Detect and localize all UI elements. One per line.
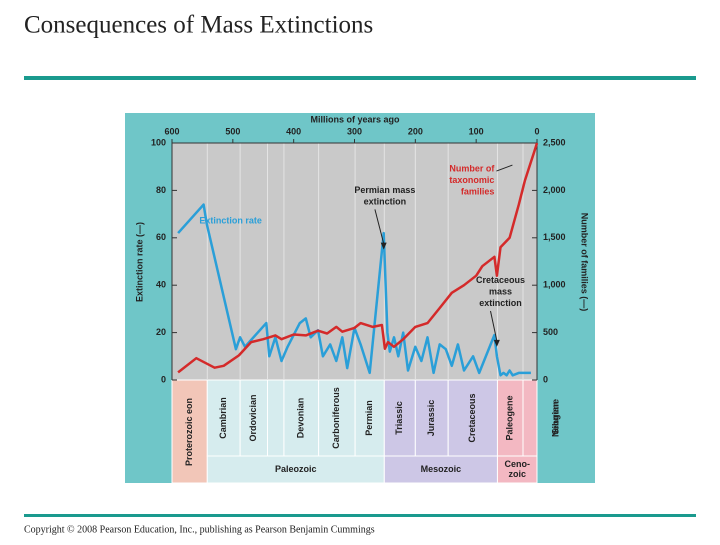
- annotation: Cretaceous: [476, 275, 525, 285]
- period-column: [283, 379, 320, 457]
- x-tick-label: 600: [164, 126, 179, 136]
- x-tick-label: 0: [534, 126, 539, 136]
- annotation: taxonomic: [449, 175, 494, 185]
- period-label: Jurassic: [426, 400, 436, 437]
- y-tick-label: 0: [161, 374, 166, 384]
- top-rule: [24, 76, 696, 80]
- era-label: Mesozoic: [421, 464, 462, 474]
- period-column: [354, 379, 385, 457]
- era-band: [206, 455, 385, 484]
- y2-tick-label: 1,500: [543, 232, 566, 242]
- series-line: [177, 142, 539, 374]
- era-band: [383, 455, 498, 484]
- era-label: Ceno-: [504, 459, 530, 469]
- x-axis-title: Millions of years ago: [310, 114, 400, 124]
- y-axis-title: Extinction rate (—): [134, 222, 144, 302]
- y-tick-label: 60: [156, 232, 166, 242]
- annotation-arrowhead: [380, 242, 387, 250]
- y2-tick-label: 0: [543, 374, 548, 384]
- x-tick-label: 500: [225, 126, 240, 136]
- x-tick-label: 200: [408, 126, 423, 136]
- copyright: Copyright © 2008 Pearson Education, Inc.…: [24, 524, 375, 535]
- annotation-pointer: [496, 164, 513, 172]
- period-label: Ordovician: [248, 394, 258, 441]
- era-label: Paleozoic: [275, 464, 317, 474]
- period-column: [383, 379, 416, 457]
- period-label: Devonian: [296, 398, 306, 439]
- annotation: mass: [489, 286, 512, 296]
- y-tick-label: 80: [156, 185, 166, 195]
- period-label: Paleogene: [505, 395, 515, 440]
- annotation-arrow: [374, 209, 385, 244]
- period-column: [522, 379, 538, 457]
- era-band: [496, 455, 538, 484]
- period-label: Triassic: [394, 401, 404, 435]
- period-label: Cambrian: [218, 397, 228, 439]
- period-column: [171, 379, 208, 484]
- y-tick-label: 20: [156, 327, 166, 337]
- annotation: extinction: [364, 196, 407, 206]
- annotation: Extinction rate: [199, 216, 262, 226]
- y-tick-label: 100: [151, 137, 166, 147]
- period-column: [267, 379, 285, 457]
- annotation: Permian mass: [354, 185, 415, 195]
- x-tick-label: 100: [469, 126, 484, 136]
- period-column: [206, 379, 241, 457]
- period-column: [447, 379, 498, 457]
- period-column: [414, 379, 449, 457]
- slide-title: Consequences of Mass Extinctions: [24, 12, 373, 39]
- period-label: Proterozoic eon: [184, 398, 194, 466]
- x-tick-label: 300: [347, 126, 362, 136]
- x-tick-label: 400: [286, 126, 301, 136]
- y2-axis-title: Number of families (—): [580, 213, 590, 312]
- era-label: zoic: [508, 469, 526, 479]
- period-label: Neogene: [550, 399, 560, 437]
- bottom-rule: [24, 514, 696, 517]
- period-label: Cretaceous: [467, 393, 477, 442]
- period-label: Carboniferous: [331, 387, 341, 449]
- period-label: Silurian: [550, 401, 560, 434]
- annotation: Number of: [449, 163, 495, 173]
- y2-tick-label: 2,000: [543, 185, 566, 195]
- annotation: families: [461, 186, 495, 196]
- y2-tick-label: 1,000: [543, 280, 566, 290]
- y2-tick-label: 500: [543, 327, 558, 337]
- y2-tick-label: 2,500: [543, 137, 566, 147]
- y-tick-label: 40: [156, 280, 166, 290]
- period-column: [318, 379, 356, 457]
- series-line: [177, 203, 531, 377]
- annotation-arrowhead: [493, 339, 500, 347]
- annotation-arrow: [490, 310, 498, 341]
- annotation: extinction: [479, 298, 522, 308]
- period-label: Permian: [364, 400, 374, 436]
